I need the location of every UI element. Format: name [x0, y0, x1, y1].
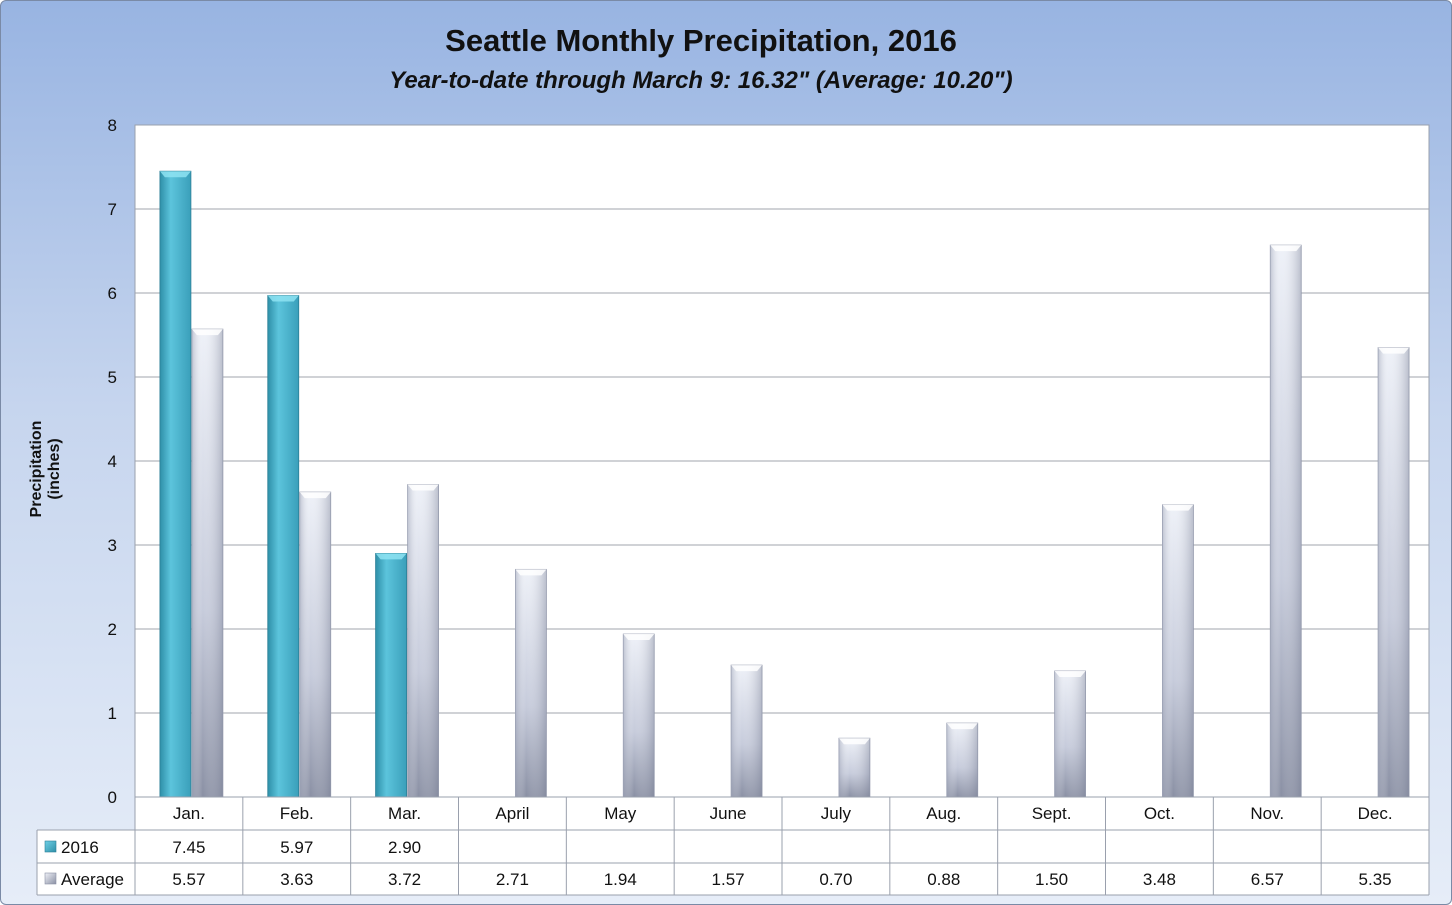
data-label: 5.57: [172, 870, 205, 889]
data-label: 1.50: [1035, 870, 1068, 889]
x-tick-label: Aug.: [926, 804, 961, 823]
data-label: 2.71: [496, 870, 529, 889]
bar-shade: [1162, 504, 1194, 797]
bar-shade: [731, 665, 763, 797]
bar-cap: [623, 634, 655, 641]
data-label: 3.63: [280, 870, 313, 889]
bar-shade: [1378, 347, 1410, 797]
bar-cap: [838, 738, 870, 745]
bar-average-0: [191, 328, 224, 798]
bar-cap: [159, 171, 191, 178]
bar-shade: [1270, 245, 1302, 797]
x-tick-label: Nov.: [1250, 804, 1284, 823]
x-tick-label: July: [821, 804, 852, 823]
bar-cap: [375, 553, 407, 560]
bar-average-4: [622, 633, 655, 798]
bar-cap: [267, 295, 299, 302]
x-tick-label: Sept.: [1032, 804, 1072, 823]
bar-shade: [299, 492, 331, 797]
x-tick-label: Feb.: [280, 804, 314, 823]
data-label: 5.35: [1359, 870, 1392, 889]
legend-label: 2016: [61, 838, 99, 857]
x-tick-label: April: [495, 804, 529, 823]
bar-body: [159, 170, 192, 798]
bar-shade: [623, 634, 655, 797]
y-tick-label: 3: [108, 536, 117, 555]
legend-swatch-2016: [44, 840, 57, 853]
bar-cap: [299, 492, 331, 499]
chart-subtitle: Year-to-date through March 9: 16.32" (Av…: [389, 67, 1013, 94]
data-label: 3.72: [388, 870, 421, 889]
chart-title: Seattle Monthly Precipitation, 2016: [445, 23, 957, 58]
bar-average-2: [407, 484, 439, 798]
data-label: 1.57: [712, 870, 745, 889]
bar-2016-1: [267, 295, 300, 798]
bar-cap: [946, 723, 978, 730]
bar-average-3: [515, 568, 547, 798]
y-tick-label: 8: [108, 116, 117, 135]
bar-cap: [191, 329, 223, 336]
x-tick-label: May: [604, 804, 637, 823]
data-label: 5.97: [280, 838, 313, 857]
y-tick-label: 4: [108, 452, 117, 471]
bar-cap: [1162, 504, 1194, 511]
x-tick-label: June: [710, 804, 747, 823]
y-tick-label: 6: [108, 284, 117, 303]
bar-average-1: [299, 491, 332, 798]
bar-shade: [515, 569, 547, 797]
legend-swatch-average: [44, 872, 57, 885]
data-label: 1.94: [604, 870, 637, 889]
x-tick-label: Dec.: [1358, 804, 1393, 823]
bar-shade: [191, 329, 223, 797]
y-tick-label: 2: [108, 620, 117, 639]
bar-average-9: [1162, 504, 1194, 798]
bar-shade: [1054, 671, 1086, 797]
legend-label: Average: [61, 870, 124, 889]
x-tick-label: Jan.: [173, 804, 205, 823]
x-tick-label: Mar.: [388, 804, 421, 823]
data-label: 0.70: [819, 870, 852, 889]
data-label: 7.45: [172, 838, 205, 857]
data-label: 6.57: [1251, 870, 1284, 889]
bar-average-8: [1054, 670, 1086, 798]
bar-cap: [1270, 245, 1302, 252]
bar-average-7: [946, 722, 979, 798]
x-tick-label: Oct.: [1144, 804, 1175, 823]
bar-cap: [515, 569, 547, 576]
y-tick-label: 0: [108, 788, 117, 807]
bar-cap: [731, 665, 763, 672]
y-tick-label: 7: [108, 200, 117, 219]
y-tick-label: 1: [108, 704, 117, 723]
bar-body: [267, 295, 300, 798]
y-tick-label: 5: [108, 368, 117, 387]
bar-cap: [1054, 671, 1086, 677]
bar-average-11: [1377, 347, 1410, 798]
bar-average-6: [838, 737, 871, 798]
bar-shade: [946, 723, 978, 797]
bar-shade: [838, 738, 870, 797]
bar-body: [375, 553, 407, 798]
data-label: 3.48: [1143, 870, 1176, 889]
bar-average-10: [1269, 244, 1302, 798]
bar-shade: [407, 484, 439, 797]
data-label: 2.90: [388, 838, 421, 857]
bar-2016-2: [375, 553, 407, 798]
data-label: 0.88: [927, 870, 960, 889]
bar-cap: [1378, 347, 1410, 354]
bar-2016-0: [159, 170, 192, 798]
bar-average-5: [730, 664, 763, 798]
bar-cap: [407, 484, 439, 491]
